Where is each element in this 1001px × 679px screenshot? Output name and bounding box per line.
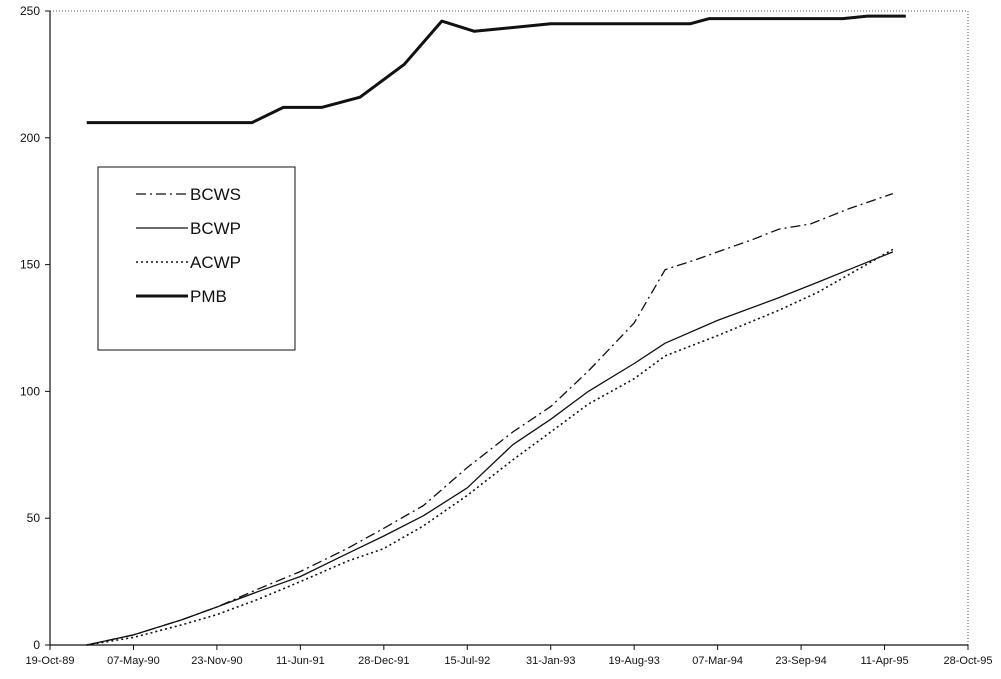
- y-tick-label: 100: [20, 384, 40, 398]
- y-tick-label: 250: [20, 4, 40, 18]
- y-tick-label: 0: [33, 638, 40, 652]
- x-tick-label: 19-Aug-93: [608, 655, 659, 667]
- x-tick-label: 28-Oct-95: [944, 655, 993, 667]
- legend-label-acwp: ACWP: [190, 253, 241, 272]
- series-layer: [86, 14, 906, 646]
- x-axis: 19-Oct-89 07-May-90 23-Nov-90 11-Jun-91 28-D…: [26, 645, 993, 667]
- y-tick-label: 200: [20, 131, 40, 145]
- y-axis: 0 50 100 150 200 250: [20, 4, 50, 652]
- legend-label-bcwp: BCWP: [190, 219, 241, 238]
- x-tick-label: 07-Mar-94: [692, 655, 743, 667]
- x-tick-label: 11-Apr-95: [860, 655, 908, 667]
- x-tick-label: 15-Jul-92: [444, 655, 490, 667]
- plot-frame: [49, 10, 969, 646]
- x-tick-label: 31-Jan-93: [526, 655, 576, 667]
- x-tick-label: 28-Dec-91: [358, 655, 409, 667]
- legend-label-pmb: PMB: [190, 287, 227, 306]
- x-tick-label: 19-Oct-89: [26, 655, 75, 667]
- series-line-bcws: [86, 192, 894, 646]
- series-line-acwp: [86, 248, 894, 646]
- y-tick-label: 50: [27, 511, 41, 525]
- x-tick-label: 07-May-90: [107, 655, 160, 667]
- legend-label-bcws: BCWS: [190, 185, 241, 204]
- legend: BCWS BCWP ACWP PMB: [97, 166, 296, 351]
- x-tick-label: 11-Jun-91: [276, 655, 325, 667]
- legend-box: [97, 166, 296, 351]
- x-tick-label: 23-Nov-90: [191, 655, 242, 667]
- x-tick-label: 23-Sep-94: [775, 655, 826, 667]
- y-tick-label: 150: [20, 258, 40, 272]
- series-line-bcwp: [86, 251, 894, 646]
- series-line-pmb: [86, 14, 906, 125]
